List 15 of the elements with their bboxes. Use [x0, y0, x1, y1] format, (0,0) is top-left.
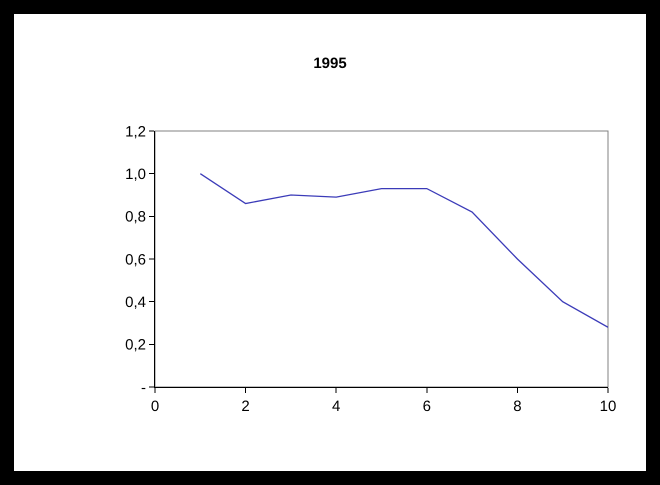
y-tick-label: 0,6 [125, 251, 146, 268]
x-tick-label: 6 [422, 398, 431, 415]
y-tick-label: 1,0 [125, 166, 146, 183]
y-tick-label: 0,2 [125, 336, 146, 354]
x-tick-label: 8 [513, 398, 522, 415]
x-tick-label: 4 [332, 398, 340, 415]
y-tick-label: 0,4 [125, 294, 146, 311]
x-tick-label: 2 [241, 398, 250, 415]
x-tick-label: 10 [600, 398, 616, 415]
y-tick-label: 0,8 [125, 208, 146, 226]
y-tick-label: - [141, 379, 146, 396]
x-tick-label: 0 [150, 398, 160, 415]
chart-title: 1995 [313, 54, 347, 72]
y-tick-label: 1,2 [125, 123, 146, 140]
line-series [200, 173, 608, 328]
